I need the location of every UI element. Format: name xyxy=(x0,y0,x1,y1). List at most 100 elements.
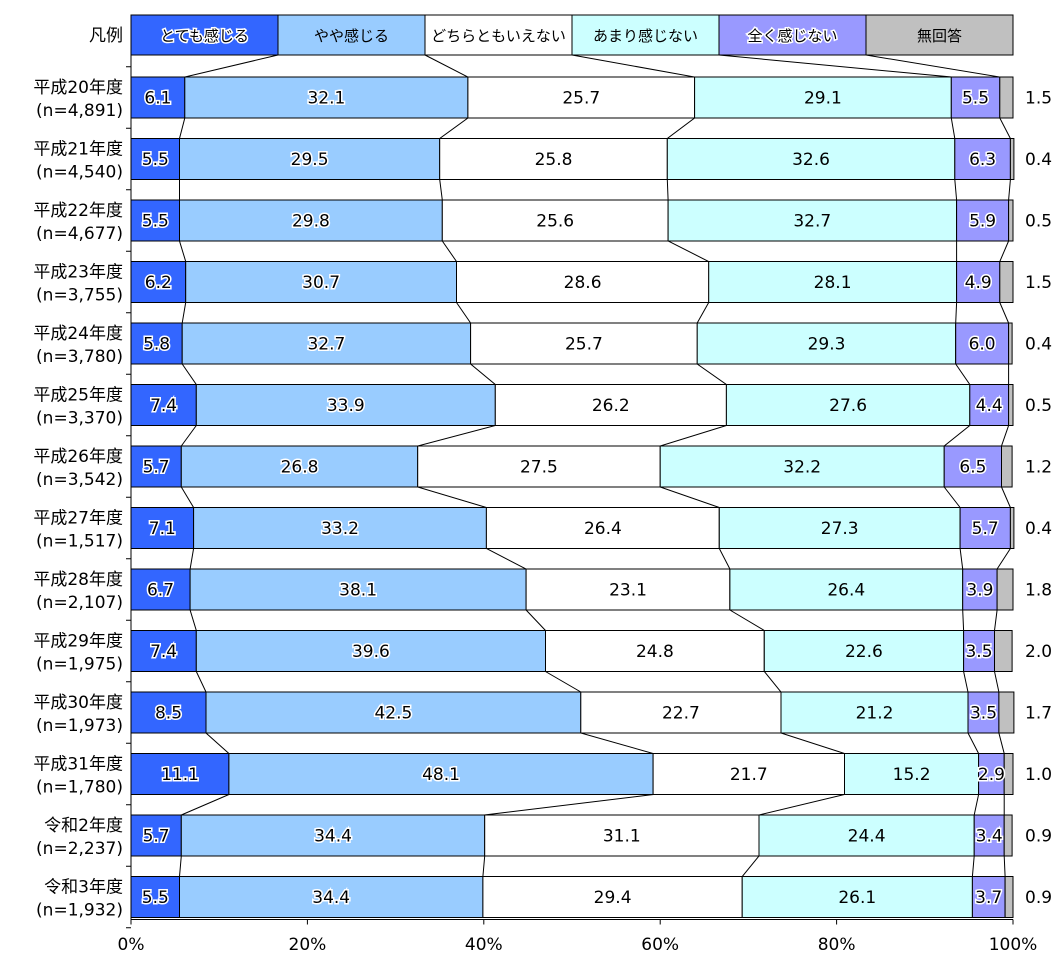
category-year-label: 平成20年度 xyxy=(33,78,123,98)
data-label: 2.9 xyxy=(978,765,1005,785)
bar-segment xyxy=(482,876,743,918)
bar-segment xyxy=(998,691,1015,734)
data-label: 26.1 xyxy=(838,888,876,908)
data-label: 1.7 xyxy=(1025,704,1052,724)
bar-segment xyxy=(963,630,995,672)
data-label: 11.1 xyxy=(161,765,199,785)
data-label: 29.1 xyxy=(804,89,842,109)
category-year-label: 平成31年度 xyxy=(33,755,123,775)
category-n-label: (n=3,370) xyxy=(36,409,123,429)
bar-segment xyxy=(659,445,945,488)
bar-segment xyxy=(978,753,1005,795)
bar-segment xyxy=(962,568,998,611)
bar-segment xyxy=(1008,322,1013,365)
data-label: 0.5 xyxy=(1025,396,1052,416)
data-label: 7.1 xyxy=(149,519,176,539)
data-label: 24.4 xyxy=(848,827,886,847)
category-n-label: (n=3,755) xyxy=(36,286,123,306)
category-n-label: (n=4,540) xyxy=(36,163,123,183)
bar-segment xyxy=(181,322,472,365)
x-tick-label: 20% xyxy=(289,935,327,955)
bar-segment xyxy=(996,568,1014,611)
bar-segment xyxy=(973,814,1005,857)
data-label: 5.8 xyxy=(143,335,170,355)
data-label: 39.6 xyxy=(352,642,390,662)
category-year-label: 平成24年度 xyxy=(33,324,123,344)
data-label: 1.0 xyxy=(1025,765,1052,785)
x-axis: 0% 20% 40% 60% 80% 100% xyxy=(118,55,1037,955)
data-label: 34.4 xyxy=(314,827,352,847)
data-label: 33.9 xyxy=(327,396,365,416)
bar-segment xyxy=(694,76,952,119)
bar-segment xyxy=(545,630,765,672)
category-n-label: (n=4,891) xyxy=(36,101,123,121)
bar-segment xyxy=(950,76,1001,119)
legend-label: 全く感じない xyxy=(747,27,837,45)
category-n-label: (n=1,517) xyxy=(36,532,123,552)
data-label: 4.4 xyxy=(976,396,1003,416)
legend-label: どちらともいえない xyxy=(431,27,566,45)
bar-segment xyxy=(130,691,207,734)
x-tick-label: 40% xyxy=(465,935,503,955)
bar-segment xyxy=(994,630,1013,672)
bar-segment xyxy=(708,261,958,303)
bar-segment xyxy=(1003,814,1013,857)
bar-segment xyxy=(484,814,760,857)
bar-segment xyxy=(185,261,457,303)
bar-segment xyxy=(956,261,1001,303)
category-year-label: 平成27年度 xyxy=(33,509,123,529)
data-label: 3.4 xyxy=(976,827,1003,847)
data-label: 30.7 xyxy=(302,273,340,293)
category-year-label: 平成25年度 xyxy=(33,386,123,406)
data-label: 29.5 xyxy=(291,150,329,170)
data-label: 5.7 xyxy=(972,519,999,539)
data-label: 29.8 xyxy=(292,212,330,232)
legend-swatch xyxy=(277,14,426,56)
bar-segment xyxy=(580,691,782,734)
data-label: 3.5 xyxy=(965,642,992,662)
data-label: 33.2 xyxy=(321,519,359,539)
data-label: 5.7 xyxy=(143,458,170,478)
data-label: 26.4 xyxy=(584,519,622,539)
category-n-label: (n=1,780) xyxy=(36,778,123,798)
category-year-label: 平成22年度 xyxy=(33,201,123,221)
data-label: 26.2 xyxy=(592,396,630,416)
data-label: 5.5 xyxy=(962,89,989,109)
data-label: 6.5 xyxy=(959,458,986,478)
bar-segment xyxy=(130,507,195,549)
data-label: 26.4 xyxy=(827,581,865,601)
bar-segment xyxy=(967,691,1000,734)
data-label: 38.1 xyxy=(339,581,377,601)
data-label: 1.8 xyxy=(1025,581,1052,601)
data-label: 3.5 xyxy=(970,704,997,724)
x-tick-label: 80% xyxy=(818,935,856,955)
category-n-label: (n=2,107) xyxy=(36,593,123,613)
bar-segment xyxy=(494,384,727,426)
category-year-label: 平成30年度 xyxy=(33,693,123,713)
bar-segment xyxy=(525,568,731,611)
x-tick-label: 60% xyxy=(641,935,679,955)
bar-segment xyxy=(763,630,965,672)
legend: 凡例 とても感じる やや感じる どちらともいえない あまり感じない 全く感じない 無回答 xyxy=(89,14,1014,56)
data-label: 27.6 xyxy=(829,396,867,416)
category-year-label: 令和3年度 xyxy=(44,878,123,898)
data-label: 32.7 xyxy=(307,335,345,355)
legend-swatch xyxy=(865,14,1014,56)
bar-segment xyxy=(205,691,582,734)
bar-segment xyxy=(130,76,186,119)
bar-segment xyxy=(179,138,441,180)
data-label: 6.0 xyxy=(969,335,996,355)
data-label: 1.2 xyxy=(1025,458,1052,478)
data-label: 22.7 xyxy=(662,704,700,724)
data-label: 32.1 xyxy=(307,89,345,109)
bar-segment xyxy=(1008,384,1014,426)
data-label: 25.6 xyxy=(536,212,574,232)
bar-segment xyxy=(1009,138,1015,180)
category-n-label: (n=1,932) xyxy=(36,901,123,921)
legend-label: あまり感じない xyxy=(593,27,698,45)
data-label: 28.6 xyxy=(564,273,602,293)
bar-segment xyxy=(456,261,710,303)
data-label: 15.2 xyxy=(893,765,931,785)
bar-segment xyxy=(1001,445,1013,488)
data-label: 25.8 xyxy=(535,150,573,170)
